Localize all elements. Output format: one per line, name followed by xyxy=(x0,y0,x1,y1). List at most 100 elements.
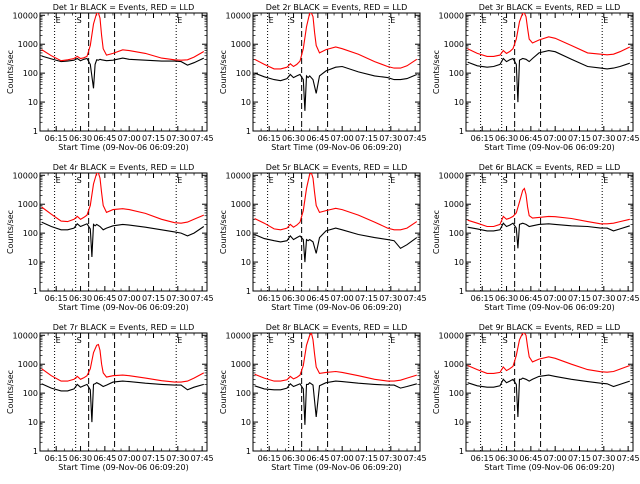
x-axis-label: Start Time (09-Nov-06 06:09:20) xyxy=(58,303,188,312)
x-tick-label: 07:00 xyxy=(544,454,567,463)
y-tick-label: 1 xyxy=(459,287,464,296)
event-marker-label: E xyxy=(482,176,487,185)
x-tick-label: 07:30 xyxy=(166,294,189,303)
x-tick-label: 07:45 xyxy=(404,294,427,303)
series-events-line xyxy=(467,374,630,418)
x-tick-label: 06:45 xyxy=(93,454,116,463)
y-tick-label: 1000 xyxy=(444,360,464,369)
y-axis-label: Counts/sec xyxy=(219,370,228,414)
x-tick-label: 06:15 xyxy=(45,454,68,463)
event-marker-label: E xyxy=(56,336,61,345)
x-tick-label: 06:15 xyxy=(471,294,494,303)
plot-frame xyxy=(252,12,421,132)
y-axis-label: Counts/sec xyxy=(219,210,228,254)
chart-title: Det 9r BLACK = Events, RED = LLD xyxy=(479,323,621,332)
event-marker-label: S xyxy=(503,16,508,25)
x-tick-label: 06:45 xyxy=(306,134,329,143)
x-axis-label: Start Time (09-Nov-06 06:09:20) xyxy=(58,143,188,152)
y-axis-label: Counts/sec xyxy=(6,50,15,94)
y-tick-label: 10000 xyxy=(13,171,38,180)
x-tick-label: 06:15 xyxy=(258,454,281,463)
event-marker-label: E xyxy=(177,16,182,25)
x-tick-label: 07:00 xyxy=(331,134,354,143)
y-tick-label: 100 xyxy=(236,389,251,398)
x-tick-label: 07:15 xyxy=(355,454,378,463)
x-tick-label: 06:15 xyxy=(471,134,494,143)
series-lld-line xyxy=(41,173,205,224)
chart-title: Det 8r BLACK = Events, RED = LLD xyxy=(266,323,408,332)
event-marker-label: E xyxy=(177,336,182,345)
y-tick-label: 1000 xyxy=(18,360,38,369)
x-tick-label: 06:30 xyxy=(69,294,92,303)
event-marker-label: S xyxy=(290,16,295,25)
y-axis-label: Counts/sec xyxy=(432,210,441,254)
event-marker-label: S xyxy=(503,336,508,345)
y-axis-label: Counts/sec xyxy=(432,370,441,414)
x-tick-label: 07:45 xyxy=(404,134,427,143)
y-tick-label: 100 xyxy=(449,389,464,398)
y-tick-label: 1 xyxy=(33,447,38,456)
event-marker-label: E xyxy=(482,16,487,25)
y-tick-label: 1000 xyxy=(18,200,38,209)
series-lld-line xyxy=(41,13,205,62)
y-tick-label: 100 xyxy=(236,69,251,78)
panel-det-9: Det 9r BLACK = Events, RED = LLD 1 10 100 10… xyxy=(432,323,640,472)
series-events-line xyxy=(467,222,630,249)
series-lld-line xyxy=(254,333,417,382)
y-tick-label: 10000 xyxy=(13,331,38,340)
y-tick-label: 100 xyxy=(449,69,464,78)
x-tick-label: 06:30 xyxy=(282,294,305,303)
y-tick-label: 1000 xyxy=(231,360,251,369)
event-marker-label: E xyxy=(390,16,395,25)
x-tick-label: 06:45 xyxy=(519,134,542,143)
y-tick-label: 10000 xyxy=(439,331,464,340)
series-lld-line xyxy=(41,343,205,383)
x-axis-label: Start Time (09-Nov-06 06:09:20) xyxy=(58,463,188,472)
x-tick-label: 07:00 xyxy=(331,454,354,463)
chart-title: Det 7r BLACK = Events, RED = LLD xyxy=(53,323,195,332)
x-tick-label: 06:45 xyxy=(93,294,116,303)
x-tick-label: 07:45 xyxy=(617,294,640,303)
x-tick-label: 07:45 xyxy=(617,134,640,143)
y-tick-label: 10000 xyxy=(439,11,464,20)
event-marker-label: E xyxy=(269,336,274,345)
panel-det-2: Det 2r BLACK = Events, RED = LLD 1 10 100 10… xyxy=(219,3,427,152)
y-tick-label: 10000 xyxy=(439,171,464,180)
y-axis-label: Counts/sec xyxy=(432,50,441,94)
x-tick-label: 07:45 xyxy=(617,454,640,463)
y-tick-label: 1 xyxy=(459,447,464,456)
x-tick-label: 07:15 xyxy=(142,294,165,303)
x-tick-label: 07:15 xyxy=(142,454,165,463)
y-tick-label: 10 xyxy=(28,98,38,107)
x-tick-label: 07:45 xyxy=(404,454,427,463)
x-tick-label: 07:30 xyxy=(592,454,615,463)
y-tick-label: 1 xyxy=(33,127,38,136)
series-events-line xyxy=(467,50,630,103)
plot-frame xyxy=(465,172,634,292)
event-marker-label: S xyxy=(290,336,295,345)
y-tick-label: 1000 xyxy=(444,40,464,49)
y-tick-label: 10 xyxy=(241,258,251,267)
x-tick-label: 06:30 xyxy=(69,134,92,143)
plot-frame xyxy=(39,172,208,292)
y-tick-label: 1000 xyxy=(231,40,251,49)
y-tick-label: 1000 xyxy=(231,200,251,209)
chart-title: Det 6r BLACK = Events, RED = LLD xyxy=(479,163,621,172)
series-events-line xyxy=(254,380,417,425)
panel-det-8: Det 8r BLACK = Events, RED = LLD 1 10 100 10… xyxy=(219,323,427,472)
y-tick-label: 10000 xyxy=(13,11,38,20)
x-tick-label: 06:30 xyxy=(282,454,305,463)
x-tick-label: 07:15 xyxy=(568,134,591,143)
series-lld-line xyxy=(467,13,631,57)
event-marker-label: E xyxy=(390,176,395,185)
x-tick-label: 06:45 xyxy=(306,294,329,303)
y-tick-label: 1 xyxy=(459,127,464,136)
x-tick-label: 07:15 xyxy=(355,134,378,143)
x-tick-label: 06:30 xyxy=(495,294,518,303)
x-tick-label: 07:30 xyxy=(592,294,615,303)
event-marker-label: S xyxy=(77,336,82,345)
y-tick-label: 100 xyxy=(449,229,464,238)
y-tick-label: 10 xyxy=(28,418,38,427)
event-marker-label: E xyxy=(269,176,274,185)
